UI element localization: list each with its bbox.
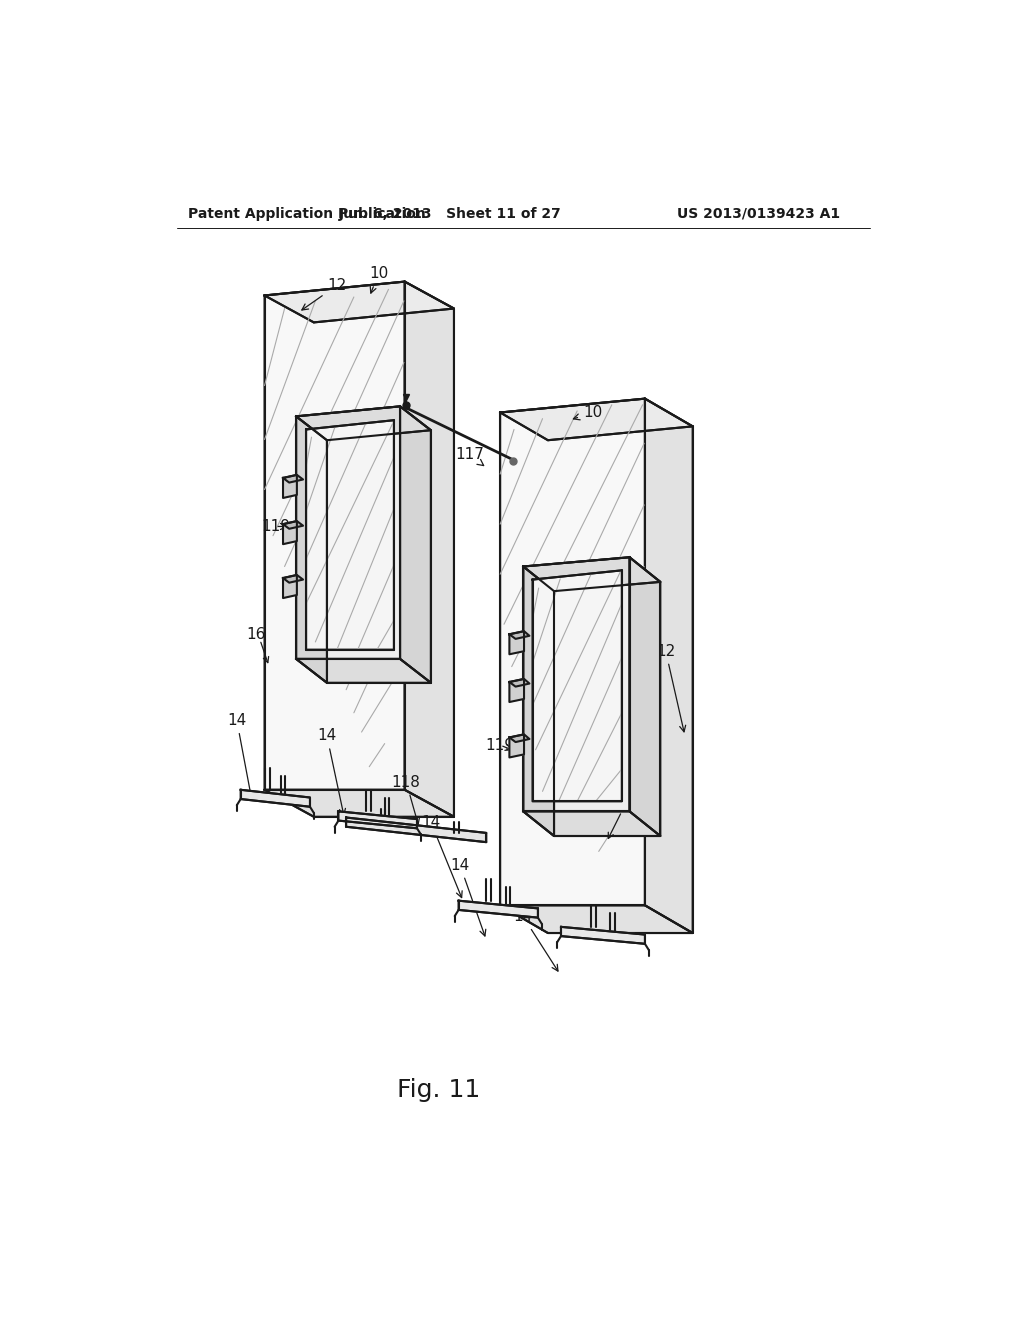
Polygon shape xyxy=(459,900,538,917)
Text: Patent Application Publication: Patent Application Publication xyxy=(188,207,426,220)
Polygon shape xyxy=(283,521,297,544)
Polygon shape xyxy=(283,521,303,529)
Polygon shape xyxy=(523,812,660,836)
Polygon shape xyxy=(339,812,417,829)
Polygon shape xyxy=(241,789,310,807)
Text: 14: 14 xyxy=(227,713,253,799)
Text: 12: 12 xyxy=(656,644,686,731)
Text: Fig. 11: Fig. 11 xyxy=(397,1078,480,1102)
Polygon shape xyxy=(509,631,529,639)
Text: 14: 14 xyxy=(317,729,345,814)
Polygon shape xyxy=(509,734,524,758)
Polygon shape xyxy=(283,475,297,498)
Polygon shape xyxy=(500,906,692,933)
Text: 14: 14 xyxy=(451,858,485,936)
Polygon shape xyxy=(509,734,529,742)
Polygon shape xyxy=(296,407,400,659)
Polygon shape xyxy=(283,576,297,598)
Polygon shape xyxy=(264,281,454,322)
Polygon shape xyxy=(264,789,454,817)
Text: 119: 119 xyxy=(261,519,290,535)
Polygon shape xyxy=(296,407,431,441)
Polygon shape xyxy=(630,557,660,836)
Text: 10: 10 xyxy=(573,405,602,420)
Polygon shape xyxy=(645,399,692,933)
Polygon shape xyxy=(500,399,692,441)
Polygon shape xyxy=(283,576,303,582)
Polygon shape xyxy=(509,678,524,702)
Text: 10: 10 xyxy=(369,267,388,293)
Text: 118: 118 xyxy=(392,775,421,824)
Polygon shape xyxy=(523,557,660,591)
Polygon shape xyxy=(532,570,622,801)
Polygon shape xyxy=(400,407,431,682)
Text: 119: 119 xyxy=(485,738,515,752)
Text: 117: 117 xyxy=(455,447,483,466)
Text: US 2013/0139423 A1: US 2013/0139423 A1 xyxy=(677,207,841,220)
Text: 16: 16 xyxy=(247,627,266,642)
Polygon shape xyxy=(523,557,630,812)
Text: 14: 14 xyxy=(421,814,462,898)
Text: Jun. 6, 2013   Sheet 11 of 27: Jun. 6, 2013 Sheet 11 of 27 xyxy=(339,207,561,220)
Text: 12: 12 xyxy=(302,279,346,310)
Polygon shape xyxy=(523,566,554,836)
Polygon shape xyxy=(500,399,645,906)
Polygon shape xyxy=(296,659,431,682)
Text: 14: 14 xyxy=(514,909,558,972)
Polygon shape xyxy=(509,631,524,655)
Polygon shape xyxy=(509,678,529,686)
Polygon shape xyxy=(264,281,404,789)
Polygon shape xyxy=(346,817,486,842)
Polygon shape xyxy=(561,927,645,944)
Text: 16: 16 xyxy=(612,797,632,813)
Polygon shape xyxy=(306,420,394,649)
Polygon shape xyxy=(404,281,454,817)
Polygon shape xyxy=(296,416,327,682)
Polygon shape xyxy=(283,475,303,483)
